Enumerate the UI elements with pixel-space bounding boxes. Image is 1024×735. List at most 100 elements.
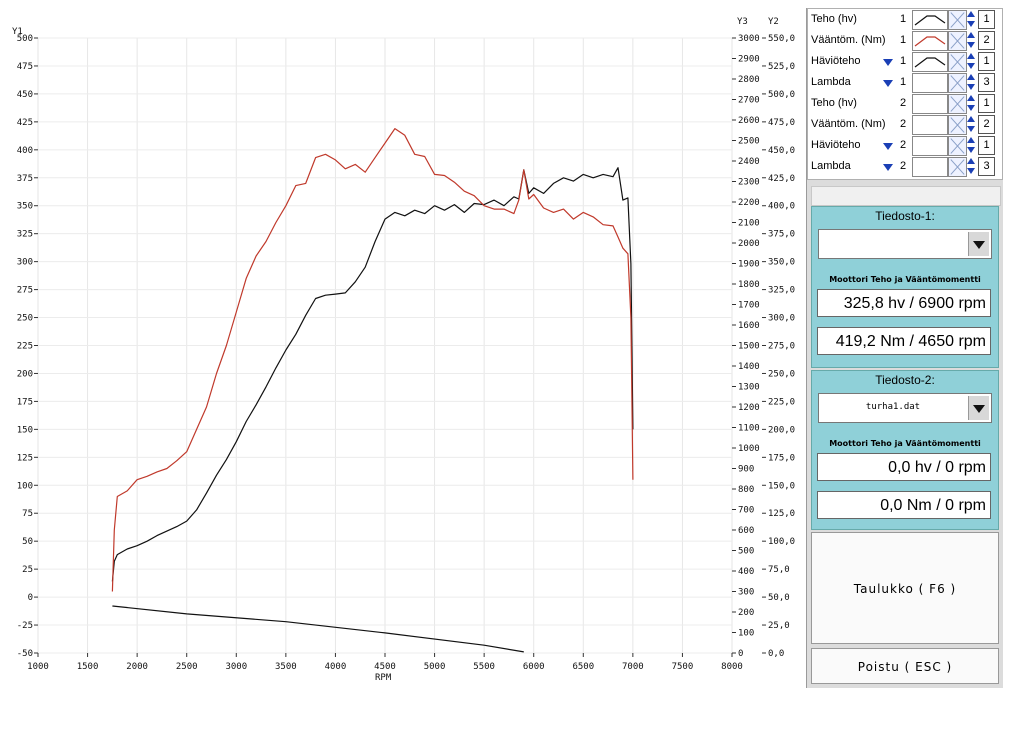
axis-spinner[interactable] [967,94,975,112]
y3-tick-label: 300 [738,588,754,598]
legend-line-swatch[interactable] [912,115,948,135]
arrow-up-icon[interactable] [967,116,975,122]
triangle-down-icon[interactable] [883,80,893,87]
visibility-toggle[interactable] [948,52,967,72]
y3-tick-label: 800 [738,485,754,495]
arrow-up-icon[interactable] [967,158,975,164]
y1-tick-label: 225 [17,342,33,352]
arrow-down-icon[interactable] [967,168,975,174]
triangle-down-icon[interactable] [883,59,893,66]
axis-spinner[interactable] [967,31,975,49]
y1-tick-label: 250 [17,314,33,324]
y2-tick-label: 475,0 [768,118,795,128]
status-field [811,186,1001,206]
y3-tick-label: 2200 [738,198,760,208]
y2-tick-label: 25,0 [768,621,790,631]
legend-axis-number[interactable]: 1 [978,52,995,71]
legend-axis-number[interactable]: 3 [978,157,995,176]
axis-spinner[interactable] [967,10,975,28]
y3-tick-label: 1000 [738,444,760,454]
file1-select[interactable] [818,229,992,259]
y3-axis-ticks: 3000290028002700260025002400230022002100… [732,34,760,659]
legend-line-swatch[interactable] [912,157,948,177]
arrow-down-icon[interactable] [967,21,975,27]
axis-spinner[interactable] [967,73,975,91]
table-button[interactable]: Taulukko ( F6 ) [811,532,999,644]
visibility-toggle[interactable] [948,31,967,51]
y3-tick-label: 2300 [738,178,760,188]
legend-line-swatch[interactable] [912,94,948,114]
y3-tick-label: 1900 [738,260,760,270]
y3-tick-label: 0 [738,649,743,659]
dropdown-arrow-icon[interactable] [968,232,989,256]
y3-tick-label: 1700 [738,301,760,311]
series-line-2 [111,128,634,592]
visibility-toggle[interactable] [948,115,967,135]
arrow-up-icon[interactable] [967,74,975,80]
visibility-toggle[interactable] [948,94,967,114]
arrow-up-icon[interactable] [967,137,975,143]
visibility-toggle[interactable] [948,157,967,177]
y1-tick-label: 300 [17,258,33,268]
visibility-toggle[interactable] [948,10,967,30]
legend-row: Häviöteho 2 1 [808,135,1004,156]
legend-line-swatch[interactable] [912,31,948,51]
dropdown-arrow-icon[interactable] [968,396,989,420]
arrow-up-icon[interactable] [967,32,975,38]
swatch-line [914,15,946,26]
swatch-line [914,57,946,68]
file2-select[interactable]: turha1.dat [818,393,992,423]
legend-line-swatch[interactable] [912,10,948,30]
exit-button[interactable]: Poistu ( ESC ) [811,648,999,684]
arrow-up-icon[interactable] [967,11,975,17]
y1-tick-label: 500 [17,34,33,44]
axis-spinner[interactable] [967,115,975,133]
y1-tick-label: 275 [17,286,33,296]
visibility-toggle[interactable] [948,73,967,93]
y1-tick-label: 100 [17,481,33,491]
legend-line-swatch[interactable] [912,136,948,156]
arrow-up-icon[interactable] [967,53,975,59]
y1-tick-label: -50 [17,649,33,659]
legend-axis-number[interactable]: 2 [978,31,995,50]
legend-axis-number[interactable]: 3 [978,73,995,92]
y1-tick-label: 475 [17,62,33,72]
legend-axis-number[interactable]: 1 [978,136,995,155]
x-tick-label: 4000 [325,662,347,672]
series-line-1 [111,167,634,582]
arrow-down-icon[interactable] [967,126,975,132]
legend-line-swatch[interactable] [912,52,948,72]
axis-spinner[interactable] [967,136,975,154]
legend-file-number: 2 [900,139,907,151]
axis-spinner[interactable] [967,157,975,175]
y3-tick-label: 3000 [738,34,760,44]
y1-tick-label: 175 [17,397,33,407]
y2-tick-label: 350,0 [768,258,795,268]
y2-axis-ticks: 550,0 525,0 500,0 475,0 450,0 425,0 400,0 375,0… [762,34,795,659]
x-tick-label: 1500 [77,662,99,672]
grid-lines [37,37,733,654]
legend-line-swatch[interactable] [912,73,948,93]
legend-axis-number[interactable]: 1 [978,94,995,113]
arrow-down-icon[interactable] [967,42,975,48]
arrow-down-icon[interactable] [967,63,975,69]
legend-axis-number[interactable]: 1 [978,10,995,29]
file1-power-value: 325,8 hv / 6900 rpm [817,289,991,317]
arrow-down-icon[interactable] [967,147,975,153]
x-tick-label: 7000 [622,662,644,672]
legend-axis-number[interactable]: 2 [978,115,995,134]
y1-tick-label: 150 [17,425,33,435]
x-tick-label: 4500 [374,662,396,672]
file2-subtitle: Moottori Teho ja Vääntömomentti [829,439,981,448]
triangle-down-icon[interactable] [883,143,893,150]
legend-series-name: Teho (hv) [811,13,857,25]
arrow-down-icon[interactable] [967,105,975,111]
y2-tick-label: 175,0 [768,453,795,463]
series-lines [111,128,634,653]
axis-spinner[interactable] [967,52,975,70]
arrow-up-icon[interactable] [967,95,975,101]
y3-tick-label: 2100 [738,219,760,229]
visibility-toggle[interactable] [948,136,967,156]
arrow-down-icon[interactable] [967,84,975,90]
triangle-down-icon[interactable] [883,164,893,171]
